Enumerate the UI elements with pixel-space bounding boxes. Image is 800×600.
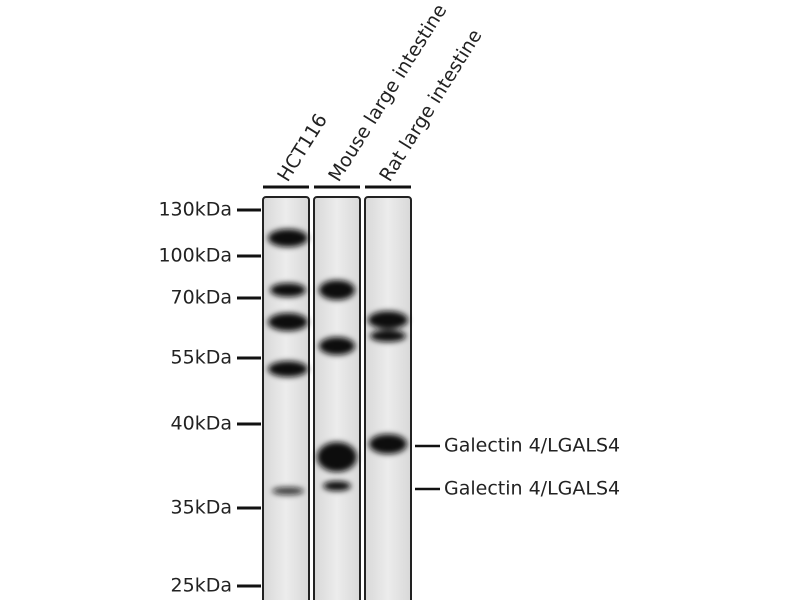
- band: [369, 434, 407, 454]
- annotation-lines: [415, 444, 440, 491]
- marker-label: 40kDa: [171, 413, 232, 435]
- band: [368, 311, 408, 329]
- band: [370, 330, 406, 342]
- lane-labels: HCT116 Mouse large intestine Rat large i…: [273, 0, 486, 185]
- band: [270, 283, 306, 297]
- annotation-label: Galectin 4/LGALS4: [444, 435, 620, 457]
- annotation-label: Galectin 4/LGALS4: [444, 478, 620, 500]
- marker-ticks: [237, 208, 261, 588]
- lanes: [262, 196, 412, 600]
- marker-label: 130kDa: [158, 199, 232, 221]
- marker-label: 70kDa: [171, 287, 232, 309]
- marker-label: 55kDa: [171, 347, 232, 369]
- band: [319, 280, 355, 300]
- band: [319, 337, 355, 355]
- band: [268, 313, 308, 331]
- marker-label: 35kDa: [171, 497, 232, 519]
- band: [268, 229, 308, 247]
- band: [323, 481, 351, 491]
- lane: [364, 196, 412, 600]
- band: [268, 361, 308, 377]
- marker-labels: 130kDa 100kDa 70kDa 55kDa 40kDa 35kDa 25…: [158, 199, 232, 597]
- marker-label: 100kDa: [158, 245, 232, 267]
- lane: [262, 196, 310, 600]
- lane: [313, 196, 361, 600]
- bands: [268, 229, 408, 495]
- marker-label: 25kDa: [171, 575, 232, 597]
- band: [317, 442, 357, 472]
- band: [272, 487, 304, 495]
